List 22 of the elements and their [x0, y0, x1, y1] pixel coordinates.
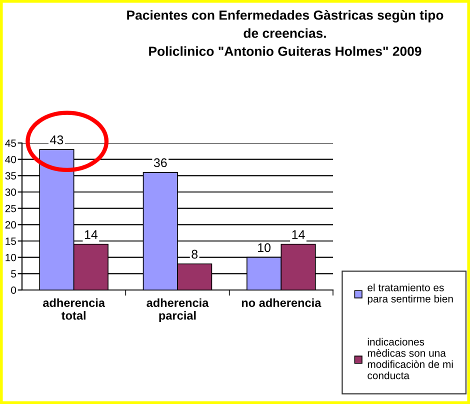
y-tick-label: 0	[11, 286, 16, 294]
data-label: 14	[292, 230, 305, 239]
data-label: 36	[154, 158, 167, 168]
legend-label: el tratamiento es para sentirme bien	[368, 284, 453, 305]
x-tick-label: adherencia parcial	[146, 298, 209, 322]
y-tick-label: 45	[5, 140, 16, 147]
data-label: 14	[84, 230, 98, 239]
y-tick-label: 30	[5, 188, 16, 196]
x-tick-label: adherencia total	[43, 298, 106, 320]
y-tick-label: 15	[6, 238, 16, 245]
legend-label: indicaciones mèdicas son una modificaciòn de mi conducta	[368, 338, 453, 380]
y-tick-label: 20	[5, 221, 16, 229]
data-label: 10	[258, 243, 271, 252]
y-tick-label: 35	[5, 172, 16, 180]
x-tick-label: no adherencia	[242, 298, 322, 308]
y-tick-label: 5	[11, 270, 16, 278]
data-label: 43	[50, 135, 64, 144]
chart-title: Pacientes con Enfermedades Gàstricas segùn tipo de creencias. Policlinico "Antonio Guiteras Holmes" 2009	[127, 10, 444, 56]
y-tick-label: 40	[5, 156, 16, 164]
y-tick-label: 10	[6, 254, 16, 262]
y-tick-label: 25	[5, 204, 16, 212]
data-label: 8	[192, 250, 198, 259]
